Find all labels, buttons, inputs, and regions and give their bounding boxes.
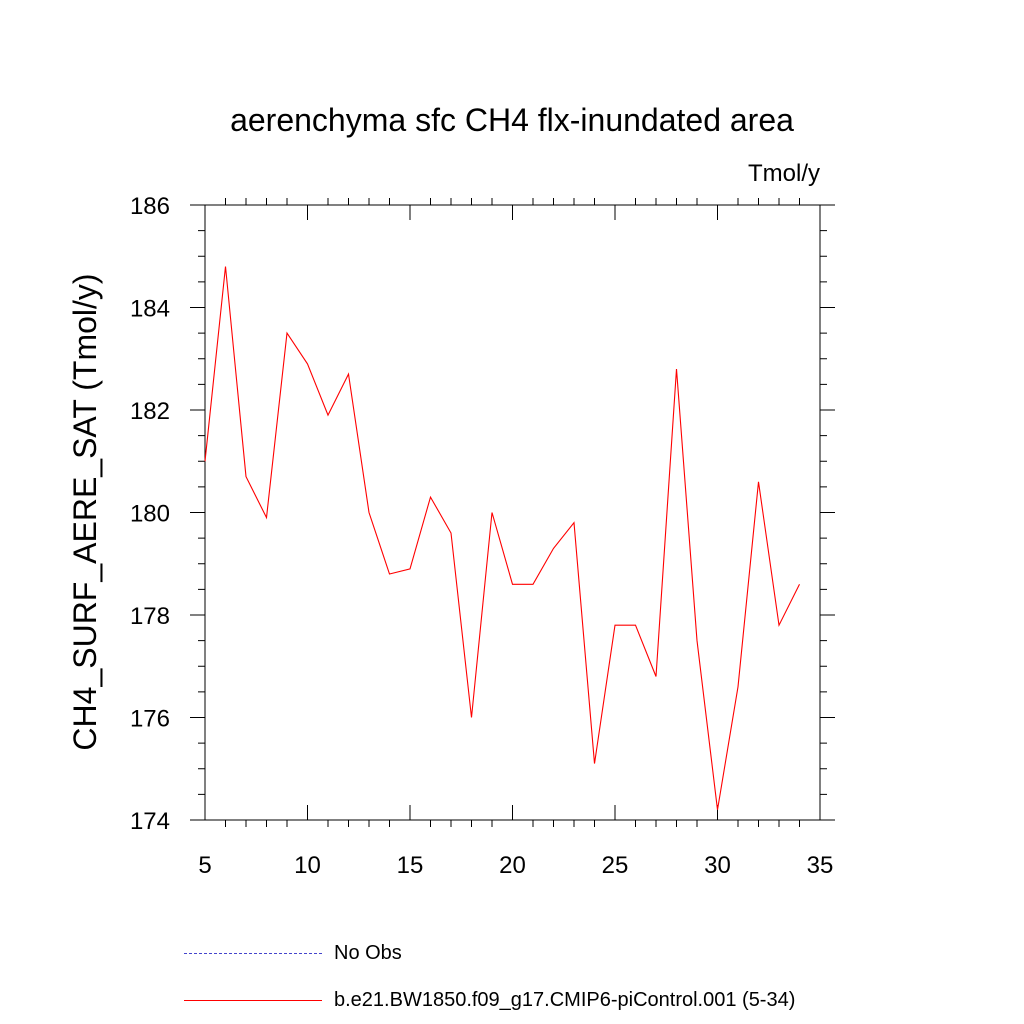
x-tick-label: 10 — [294, 852, 321, 879]
chart-title: aerenchyma sfc CH4 flx-inundated area — [230, 102, 794, 138]
y-tick-label: 180 — [130, 501, 170, 528]
y-tick-label: 178 — [130, 603, 170, 630]
y-tick-label: 182 — [130, 398, 170, 425]
y-tick-label: 174 — [130, 808, 170, 835]
y-tick-label: 186 — [130, 193, 170, 220]
legend-model-swatch — [184, 999, 322, 1001]
x-tick-label: 35 — [807, 852, 834, 879]
series-lines — [204, 266, 800, 810]
axis-ticks — [190, 198, 835, 827]
legend-obs-swatch — [184, 952, 322, 954]
x-tick-label: 5 — [198, 852, 211, 879]
legend-model: b.e21.BW1850.f09_g17.CMIP6-piControl.001… — [184, 988, 795, 1012]
units-label: Tmol/y — [748, 160, 820, 187]
y-tick-label: 184 — [130, 296, 170, 323]
plot-frame — [204, 204, 821, 821]
x-tick-label: 30 — [704, 852, 731, 879]
legend-obs-label: No Obs — [334, 941, 402, 964]
y-tick-label: 176 — [130, 706, 170, 733]
x-tick-label: 25 — [602, 852, 629, 879]
tick-labels: 5 10 15 20 25 30 35 174 176 178 180 182 184 186 — [130, 193, 833, 879]
y-axis-label: CH4_SURF_AERE_SAT (Tmol/y) — [67, 273, 103, 750]
x-tick-label: 20 — [499, 852, 526, 879]
series-line — [204, 266, 800, 810]
legend-model-label: b.e21.BW1850.f09_g17.CMIP6-piControl.001… — [334, 988, 796, 1011]
x-tick-label: 15 — [397, 852, 424, 879]
legend-obs: No Obs — [184, 941, 402, 965]
